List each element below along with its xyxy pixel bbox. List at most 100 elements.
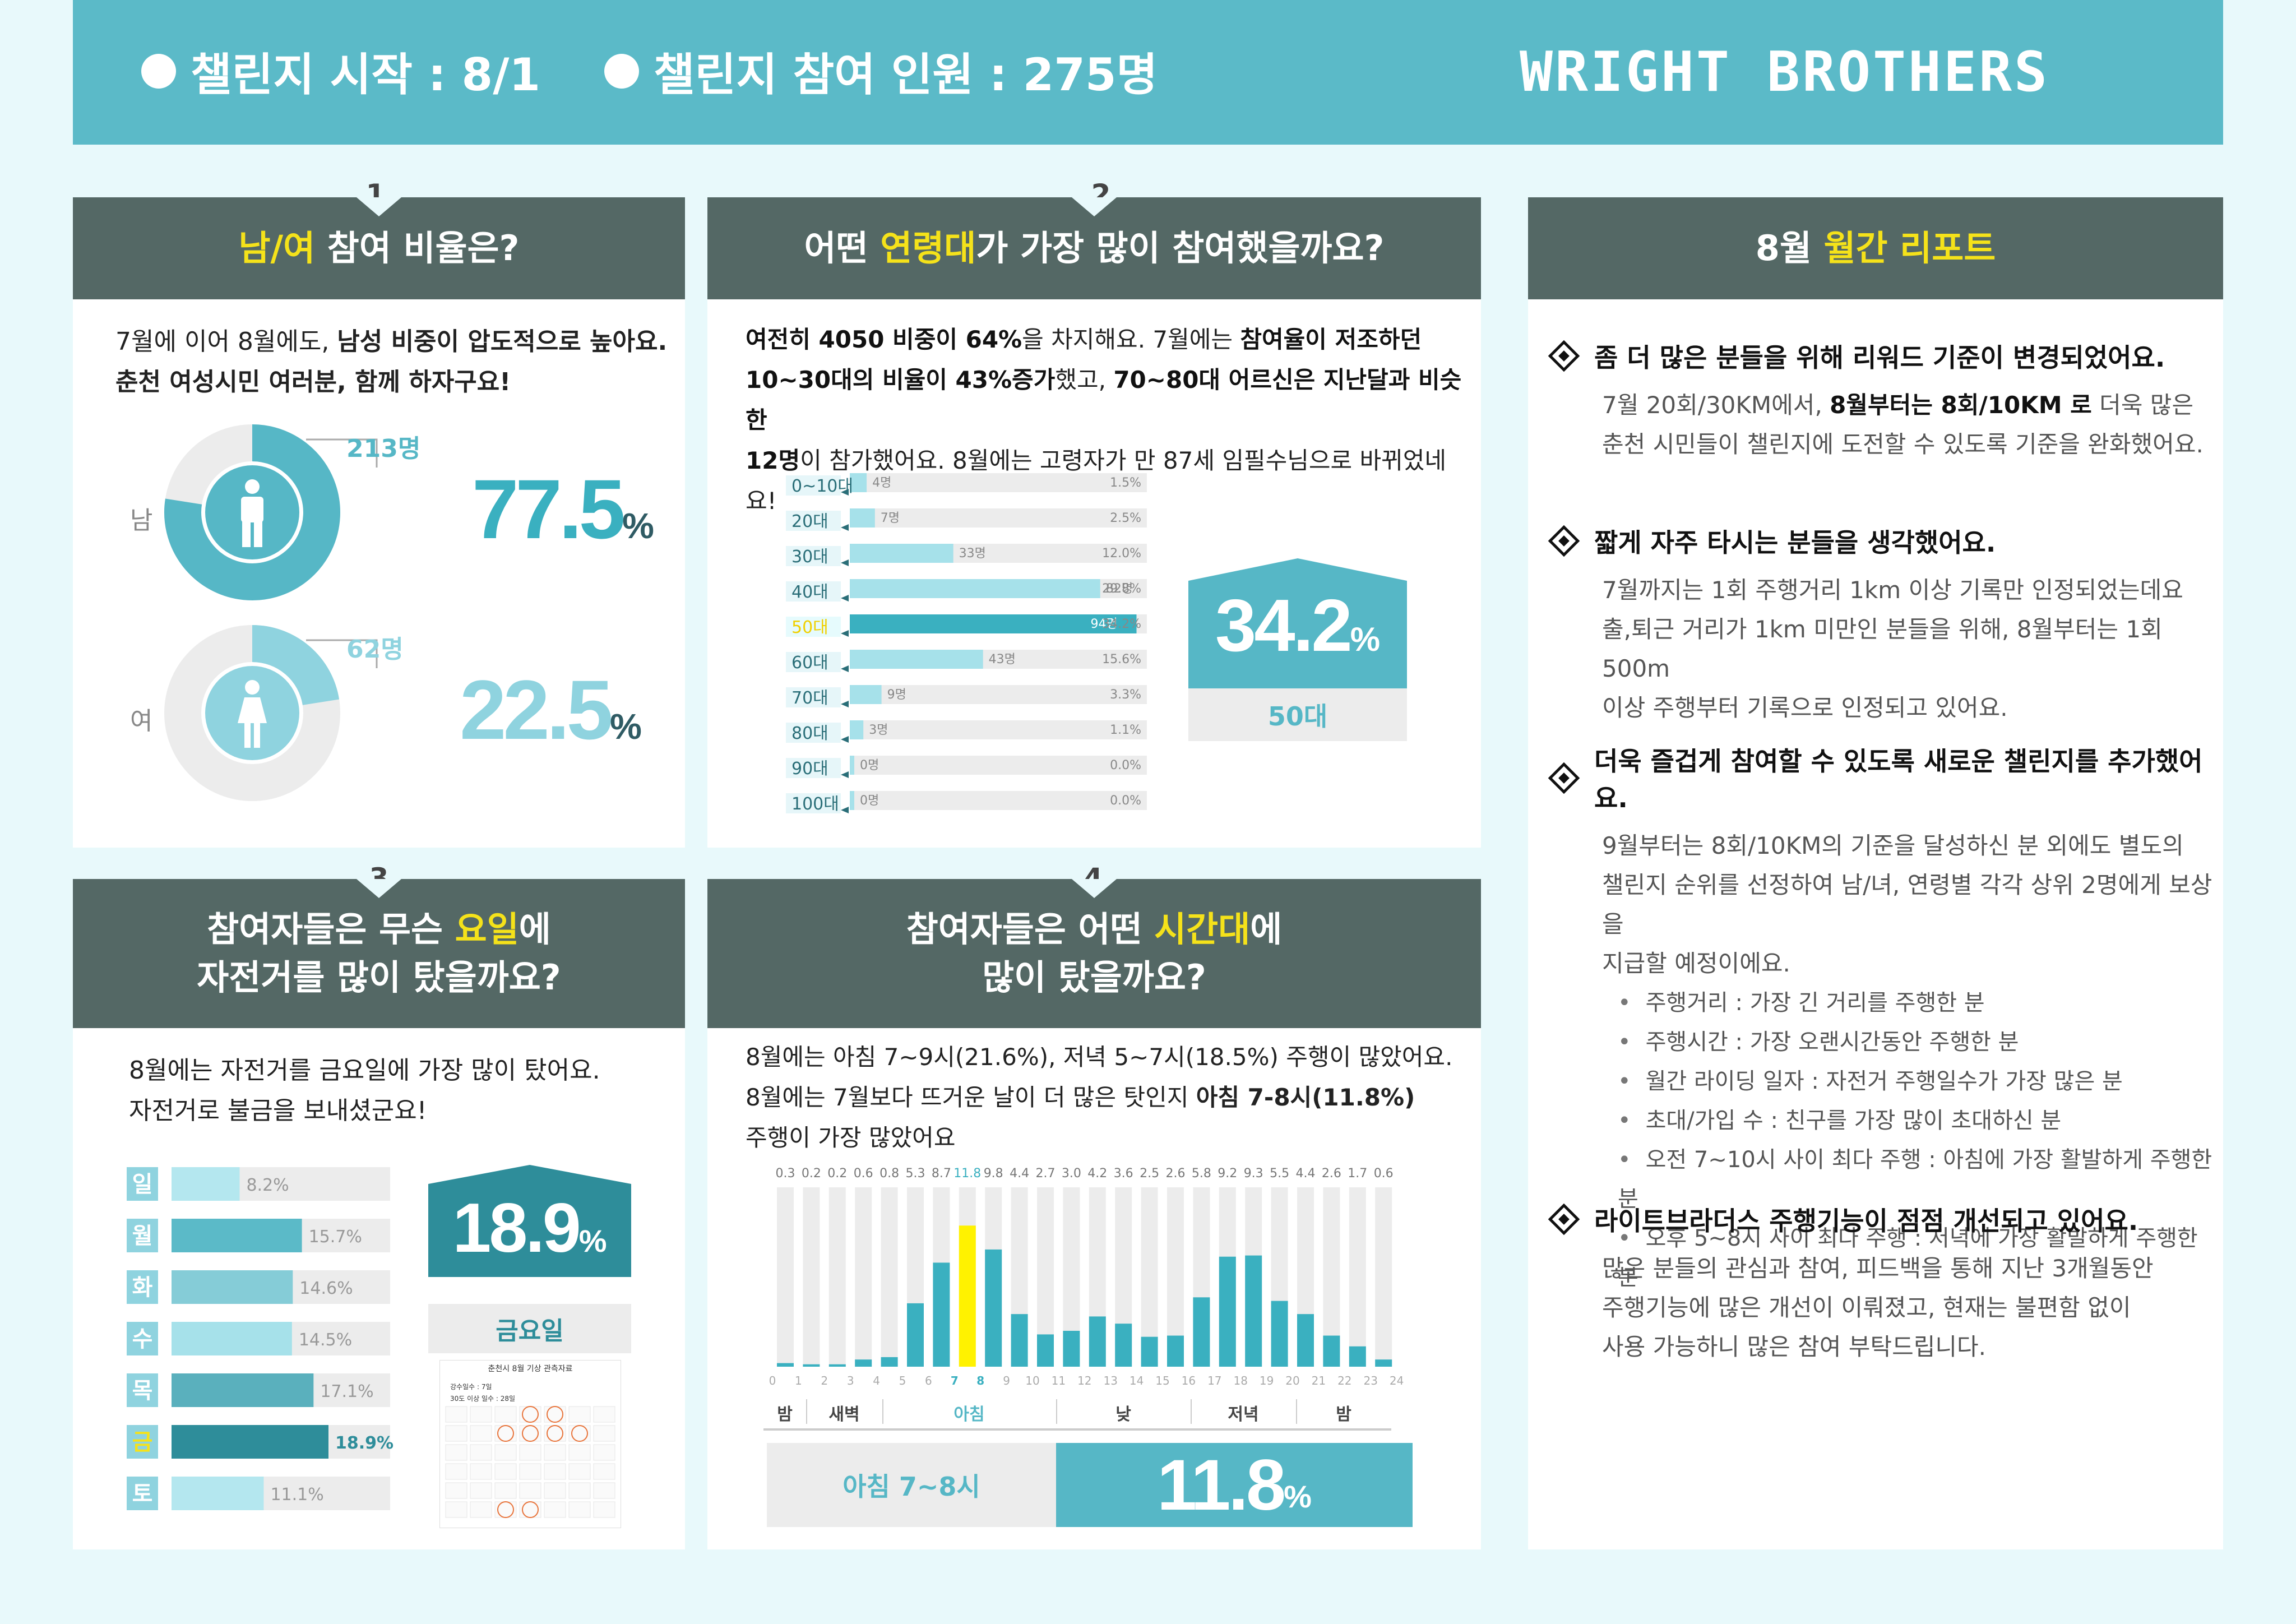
calendar-cell [593,1501,615,1518]
age-pointer-icon [841,807,849,813]
age-pointer-icon [841,489,849,496]
text: 사용 가능하니 많은 참여 부탁드립니다. [1602,1333,1986,1361]
leg-shape [244,721,251,748]
age-category-label: 60대 [791,653,828,673]
calendar-cell [445,1482,467,1499]
age-label-group: 0~10대 [786,475,853,496]
badge-shape [1188,558,1407,710]
weekday-bar [172,1322,292,1355]
report-item: 짧게 자주 타시는 분들을 생각했어요. 7월까지는 1회 주행거리 1km 이상… [1545,522,2218,728]
age-track [850,756,1147,775]
hour-bar [1375,1359,1392,1367]
age-label-bg [786,475,841,496]
hour-bar [985,1249,1002,1367]
age-pointer-icon [841,701,849,707]
hour-value-label: 2.6 [1322,1167,1341,1181]
calendar-cell [568,1406,591,1423]
age-bar [850,614,1137,633]
age-track [850,685,1147,704]
hour-value-label: 4.4 [1010,1167,1029,1181]
weekday-label: 수 [132,1326,153,1352]
text: 더욱 많은 [2091,391,2194,419]
bullet-dot-icon: • [1618,1225,1631,1251]
desc-line: 여전히 4050 비중이 64%을 차지해요. 7월에는 참여율이 저조하던 [746,320,1469,360]
age-label-group: 20대 [786,511,849,531]
hour-value-label: 9.8 [984,1167,1003,1181]
age-count-label: 7명 [881,511,900,525]
text: 을 차지해요. 7월에는 [1022,326,1240,353]
hour-bar [1323,1335,1340,1367]
calendar-title: 춘천시 8월 기상 관측자료 [488,1364,573,1373]
weekday-percent-label: 15.7% [309,1227,362,1247]
hour-bar [959,1225,976,1367]
body-shape [241,497,263,522]
calendar-hot-mark [547,1425,563,1442]
report-item: 더욱 즐겁게 참여할 수 있도록 새로운 챌린지를 추가했어요. 9월부터는 8회… [1545,741,2218,1297]
weekday-card-title: 참여자들은 무슨 요일에 자전거를 많이 탔을까요? [73,879,685,1028]
age-track [850,508,1147,528]
report-item-body: 9월부터는 8회/10KM의 기준을 달성하신 분 외에도 별도의 챌린지 순위를… [1602,826,2218,983]
gender-description: 7월에 이어 8월에도, 남성 비중이 압도적으로 높아요. 춘천 여성시민 여… [115,322,676,402]
weekday-bar [172,1373,314,1407]
notch [357,879,401,898]
hour-track [777,1187,794,1367]
weekday-bar [172,1425,328,1459]
hour-tick-label: 17 [1207,1374,1221,1387]
notch [1072,197,1117,216]
leader-line [306,438,378,468]
weekday-highlight-value: 18.9% [428,1188,631,1268]
report-bullet-item: • 주행거리 : 가장 긴 거리를 주행한 분 [1618,983,2218,1022]
calendar-cell [470,1425,492,1442]
calendar-cell [494,1406,517,1423]
bullet-dot-icon: • [1618,1068,1631,1094]
age-category-label: 100대 [791,794,839,814]
title-highlight: 연령대 [880,228,976,269]
hour-bar [1219,1256,1236,1367]
bullet-dot-icon: • [1618,1108,1631,1133]
male-label: 남 [130,506,153,535]
male-icon [241,479,263,547]
report-body-line: 이상 주행부터 기록으로 인정되고 있어요. [1602,688,2218,728]
hour-tick-label: 23 [1363,1374,1377,1387]
title-text-line2: 많이 탔을까요? [982,957,1206,998]
female-label: 여 [130,707,153,735]
age-count-label: 4명 [872,476,891,490]
hour-tick-label: 18 [1233,1374,1247,1387]
text: 주행기능에 많은 개선이 이뤄졌고, 현재는 불편함 없이 [1602,1294,2131,1321]
hour-value-label: 2.6 [1166,1167,1186,1181]
age-label-group: 50대 [786,617,849,637]
hour-bar [1193,1297,1210,1367]
hour-tick-label: 21 [1312,1374,1326,1387]
age-bar-chart: 0~10대 4명 1.5% 20대 7명 2.5% 30대 33명 12.0% 40대 82명29.… [786,473,1147,814]
age-highlight-label: 50대 [1188,688,1407,741]
diamond-bullet-icon [1548,340,1580,372]
hour-bar [907,1303,924,1367]
hour-bar [1297,1314,1314,1367]
report-body-line: 7월까지는 1회 주행거리 1km 이상 기록만 인정되었는데요 [1602,571,2218,610]
donut-slice [251,625,340,706]
calendar-cell [544,1463,566,1480]
hour-value-label: 0.3 [776,1167,795,1181]
hour-bar [1349,1346,1366,1367]
age-category-label: 30대 [791,547,828,567]
hour-bar [881,1357,898,1367]
female-donut [164,625,378,801]
leg-shape [242,520,251,547]
report-item-title-text: 라이트브라더스 주행기능이 점점 개선되고 있어요. [1594,1206,2138,1236]
calendar-cell [568,1501,591,1518]
age-label-bg [786,652,841,672]
weekday-bar [172,1270,293,1304]
desc-line: 12명이 참가했어요. 8월에는 고령자가 만 87세 임필수님으로 바뀌었네요… [746,441,1469,521]
hour-tick-label: 8 [976,1374,984,1387]
period-divider [806,1399,807,1424]
age-track [850,720,1147,739]
age-description: 여전히 4050 비중이 64%을 차지해요. 7월에는 참여율이 저조하던 10… [746,320,1469,521]
hour-value-label: 5.8 [1192,1167,1211,1181]
bullet-dot-icon [141,54,176,89]
report-item: 라이트브라더스 주행기능이 점점 개선되고 있어요. 많은 분들의 관심과 참여,… [1545,1201,2218,1367]
highlight-unit: % [1284,1478,1312,1514]
female-percent: 22.5% [460,661,642,758]
hour-value-label: 3.6 [1114,1167,1133,1181]
calendar-cell [544,1482,566,1499]
highlight-value: 11.8 [1157,1445,1286,1525]
